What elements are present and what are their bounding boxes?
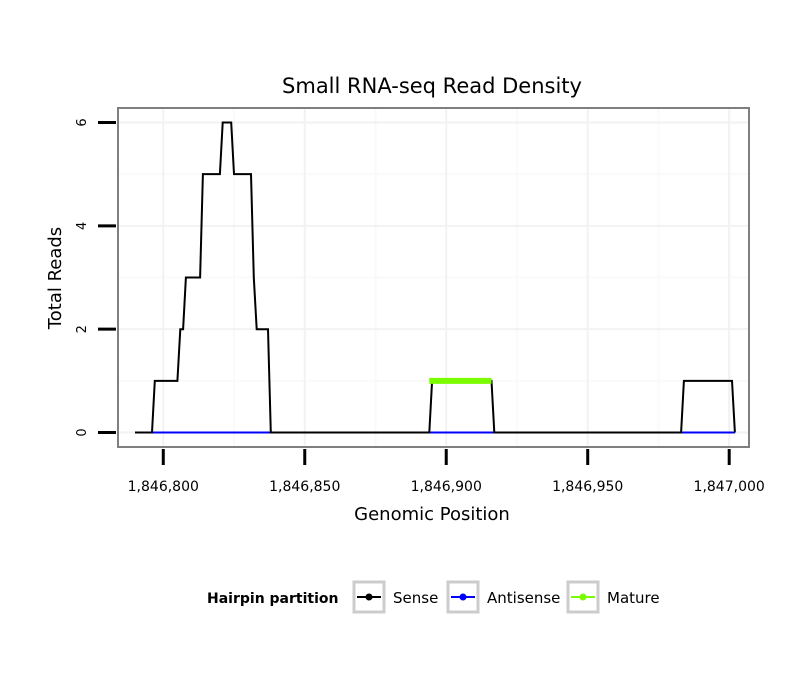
x-axis: 1,846,800 1,846,850 1,846,900 1,846,950 1,84… [128,449,765,495]
series-layer [135,121,736,434]
x-tick-label-1: 1,846,850 [269,479,340,495]
y-axis: 0 2 4 6 [75,118,116,437]
x-tick-label-4: 1,847,000 [694,479,765,495]
legend-entry-mature: Mature [566,580,660,614]
y-tick-label-3: 6 [75,118,90,126]
grid [119,109,748,446]
legend: Hairpin partition Sense Antisense Mature [207,580,660,614]
legend-entry-antisense: Antisense [446,580,560,614]
y-tick-label-0: 0 [75,428,90,436]
y-axis-label: Total Reads [45,227,66,330]
legend-label-mature: Mature [607,589,660,607]
x-tick-label-3: 1,846,950 [552,479,623,495]
legend-label-sense: Sense [393,589,438,607]
legend-dot-sense [365,593,373,601]
x-tick-label-0: 1,846,800 [128,479,199,495]
legend-entry-sense: Sense [352,580,438,614]
y-tick-label-1: 2 [75,325,90,333]
y-tick-label-2: 4 [75,222,90,230]
legend-dot-antisense [459,593,467,601]
x-tick-label-2: 1,846,900 [411,479,482,495]
legend-title: Hairpin partition [207,591,338,607]
chart-title: Small RNA-seq Read Density [282,74,582,98]
x-axis-label: Genomic Position [354,504,510,525]
series-line-sense [135,121,736,434]
legend-label-antisense: Antisense [487,589,560,607]
legend-dot-mature [579,593,587,601]
